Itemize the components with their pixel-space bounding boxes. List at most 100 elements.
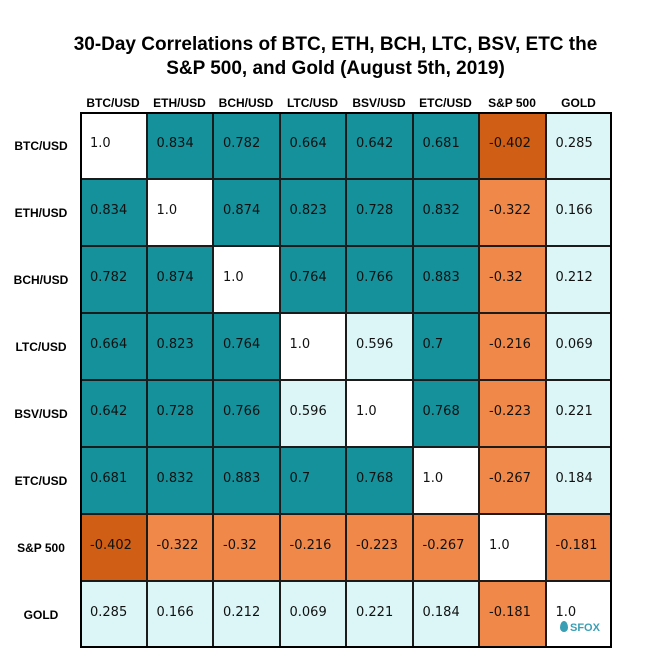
cell-eth-usd-btc-usd: 0.834 — [82, 179, 147, 246]
cell-value: 1.0 — [156, 203, 178, 218]
cell-bch-usd-sandp-500: -0.32 — [479, 246, 546, 313]
cell-btc-usd-sandp-500: -0.402 — [479, 114, 546, 179]
correlation-grid: 1.0 0.834 0.782 0.664 0.642 0.681 -0.402 0.285 0… — [80, 112, 612, 648]
chart-title-line-2: S&P 500, and Gold (August 5th, 2019) — [166, 58, 505, 79]
cell-value: 0.874 — [223, 203, 261, 218]
row-label-eth-usd: ETH/USD — [14, 205, 68, 220]
cell-gold-bch-usd: 0.212 — [213, 581, 280, 646]
cell-sandp-500-eth-usd: -0.322 — [146, 514, 213, 581]
cell-bsv-usd-btc-usd: 0.642 — [82, 380, 147, 447]
cell-gold-bsv-usd: 0.221 — [346, 581, 413, 646]
cell-btc-usd-gold: 0.285 — [545, 114, 610, 179]
cell-value: 0.766 — [223, 404, 261, 419]
cell-ltc-usd-bch-usd: 0.764 — [213, 313, 280, 380]
cell-value: 0.768 — [422, 404, 460, 419]
chart-title-line-1: 30-Day Correlations of BTC, ETH, BCH, LT… — [73, 34, 598, 55]
cell-value: 0.834 — [90, 203, 128, 218]
cell-sandp-500-bch-usd: -0.32 — [213, 514, 280, 581]
cell-value: 0.221 — [356, 605, 394, 620]
cell-sandp-500-gold: -0.181 — [545, 514, 610, 581]
cell-bch-usd-bch-usd: 1.0 — [213, 246, 280, 313]
cell-value: 0.823 — [289, 203, 327, 218]
cell-value: 1.0 — [356, 404, 377, 419]
column-label-bsv-usd: BSV/USD — [352, 96, 406, 110]
column-label-sandp-500: S&P 500 — [488, 96, 536, 110]
cell-value: 0.596 — [289, 404, 327, 419]
cell-gold-etc-usd: 0.184 — [412, 581, 479, 646]
cell-value: -0.32 — [223, 538, 257, 553]
cell-bch-usd-etc-usd: 0.883 — [412, 246, 479, 313]
cell-bch-usd-gold: 0.212 — [545, 246, 610, 313]
cell-eth-usd-bsv-usd: 0.728 — [346, 179, 413, 246]
cell-ltc-usd-sandp-500: -0.216 — [479, 313, 546, 380]
cell-value: -0.267 — [422, 538, 465, 553]
cell-value: 0.782 — [223, 136, 261, 151]
cell-bsv-usd-bsv-usd: 1.0 — [346, 380, 413, 447]
cell-value: 0.7 — [422, 337, 444, 352]
cell-gold-btc-usd: 0.285 — [82, 581, 147, 646]
cell-value: 0.7 — [289, 471, 311, 486]
cell-value: -0.223 — [489, 404, 531, 419]
cell-value: 0.681 — [90, 471, 128, 486]
cell-ltc-usd-gold: 0.069 — [545, 313, 610, 380]
cell-value: -0.267 — [489, 471, 531, 486]
cell-value: 0.883 — [422, 270, 460, 285]
cell-eth-usd-sandp-500: -0.322 — [479, 179, 546, 246]
cell-eth-usd-gold: 0.166 — [545, 179, 610, 246]
cell-etc-usd-btc-usd: 0.681 — [82, 447, 147, 514]
cell-value: -0.181 — [555, 538, 598, 553]
column-label-eth-usd: ETH/USD — [153, 96, 206, 110]
cell-value: 0.834 — [156, 136, 194, 151]
cell-bch-usd-btc-usd: 0.782 — [82, 246, 147, 313]
chart-title: 30-Day Correlations of BTC, ETH, BCH, LT… — [0, 33, 671, 81]
cell-value: 0.212 — [223, 605, 261, 620]
cell-value: 0.823 — [156, 337, 194, 352]
cell-gold-sandp-500: -0.181 — [479, 581, 546, 646]
cell-btc-usd-bch-usd: 0.782 — [213, 114, 280, 179]
cell-value: -0.402 — [489, 136, 531, 151]
cell-etc-usd-eth-usd: 0.832 — [146, 447, 213, 514]
cell-etc-usd-ltc-usd: 0.7 — [279, 447, 346, 514]
cell-sandp-500-etc-usd: -0.267 — [412, 514, 479, 581]
cell-eth-usd-bch-usd: 0.874 — [213, 179, 280, 246]
cell-value: 0.596 — [356, 337, 394, 352]
cell-bch-usd-eth-usd: 0.874 — [146, 246, 213, 313]
cell-value: 1.0 — [90, 136, 111, 151]
cell-value: 0.184 — [422, 605, 460, 620]
cell-value: 0.782 — [90, 270, 128, 285]
sfox-drop-icon — [560, 621, 568, 632]
column-label-btc-usd: BTC/USD — [86, 96, 140, 110]
cell-etc-usd-bch-usd: 0.883 — [213, 447, 280, 514]
column-label-bch-usd: BCH/USD — [218, 96, 274, 110]
cell-value: 1.0 — [223, 270, 244, 285]
cell-value: 0.184 — [555, 471, 593, 486]
column-label-ltc-usd: LTC/USD — [286, 96, 339, 110]
cell-value: -0.402 — [90, 538, 132, 553]
cell-value: 0.766 — [356, 270, 394, 285]
row-label-gold: GOLD — [23, 607, 59, 622]
cell-value: 0.069 — [289, 605, 327, 620]
cell-value: 0.768 — [356, 471, 394, 486]
cell-value: -0.223 — [356, 538, 398, 553]
cell-ltc-usd-bsv-usd: 0.596 — [346, 313, 413, 380]
cell-value: -0.322 — [156, 538, 199, 553]
cell-ltc-usd-eth-usd: 0.823 — [146, 313, 213, 380]
cell-value: 1.0 — [489, 538, 510, 553]
row-label-etc-usd: ETC/USD — [14, 473, 68, 488]
cell-value: 0.874 — [156, 270, 194, 285]
cell-value: 0.728 — [356, 203, 394, 218]
cell-value: -0.216 — [489, 337, 531, 352]
cell-value: 0.664 — [289, 136, 327, 151]
cell-ltc-usd-btc-usd: 0.664 — [82, 313, 147, 380]
cell-etc-usd-gold: 0.184 — [545, 447, 610, 514]
cell-gold-gold: 1.0 — [545, 581, 610, 646]
cell-bsv-usd-eth-usd: 0.728 — [146, 380, 213, 447]
cell-btc-usd-btc-usd: 1.0 — [82, 114, 147, 179]
cell-value: -0.32 — [489, 270, 523, 285]
cell-bsv-usd-ltc-usd: 0.596 — [279, 380, 346, 447]
cell-value: 0.832 — [156, 471, 194, 486]
cell-value: 0.221 — [555, 404, 593, 419]
cell-etc-usd-sandp-500: -0.267 — [479, 447, 546, 514]
cell-value: 1.0 — [555, 605, 577, 620]
cell-etc-usd-bsv-usd: 0.768 — [346, 447, 413, 514]
